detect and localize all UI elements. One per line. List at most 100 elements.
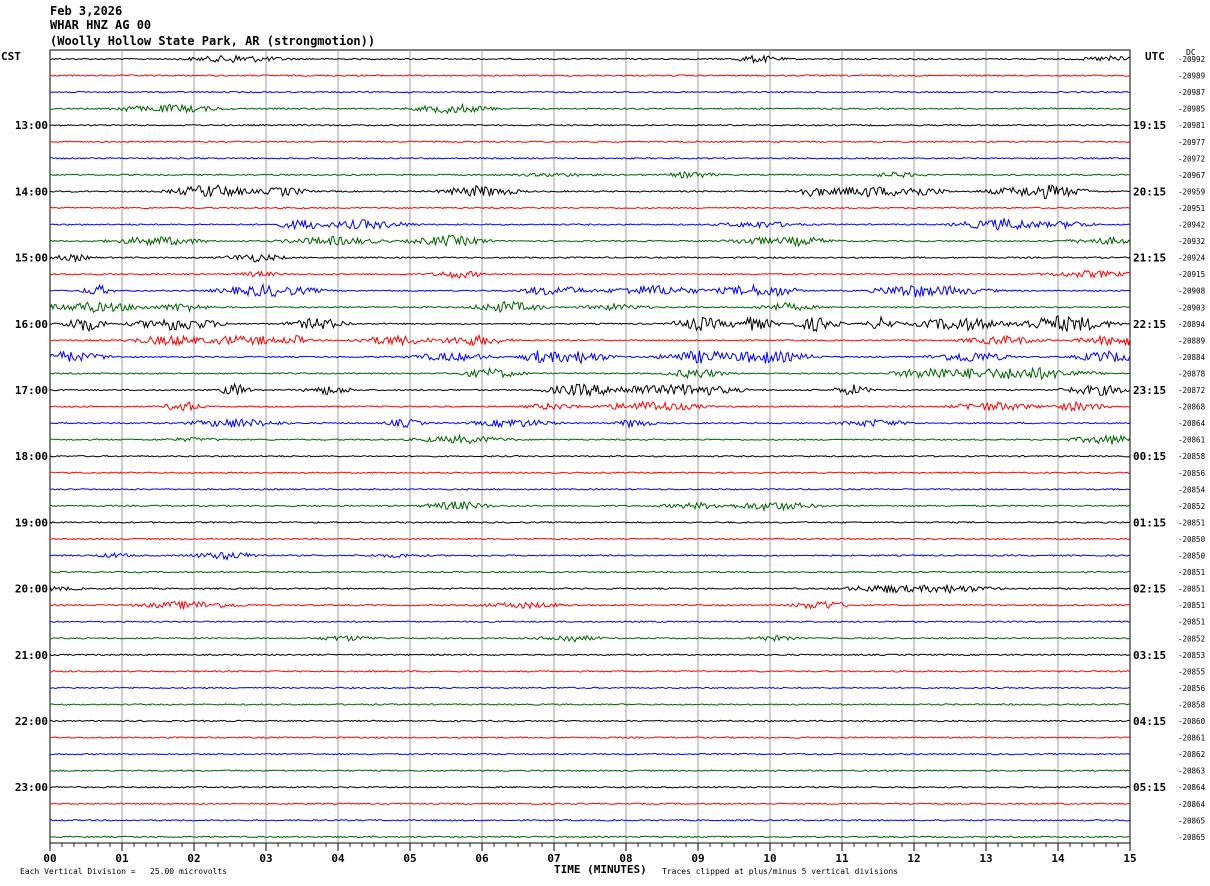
trace-line [49,736,1131,739]
right-timezone-label: UTC [1145,50,1165,63]
x-tick-label: 02 [187,852,200,865]
trace-line [49,269,1131,280]
dc-offset-label: -20985 [1178,105,1205,114]
left-hour-label: 19:00 [15,516,48,529]
trace-line [49,769,1131,772]
trace-line [49,600,1131,610]
dc-offset-label: -20924 [1178,254,1206,263]
dc-label: DC [1186,48,1196,57]
right-hour-label: 02:15 [1133,583,1166,596]
x-tick-label: 13 [979,852,992,865]
trace-line [49,184,1131,199]
trace-line [49,471,1131,475]
header-location: (Woolly Hollow State Park, AR (strongmot… [50,34,376,48]
x-tick-label: 04 [331,852,345,865]
right-hour-label: 20:15 [1133,185,1166,198]
trace-line [49,253,1131,264]
trace-line [49,218,1131,231]
trace-line [49,551,1131,561]
trace-line [49,500,1131,513]
dc-offset-label: -20981 [1178,121,1205,130]
dc-offset-label: -20851 [1178,568,1205,577]
trace-line [49,785,1131,789]
left-hour-label: 22:00 [15,715,48,728]
right-hour-label: 00:15 [1133,450,1166,463]
trace-line [49,487,1131,491]
dc-offset-label: -20987 [1178,88,1205,97]
dc-offset-label: -20863 [1178,767,1205,776]
dc-offset-label: -20977 [1178,138,1205,147]
dc-offset-label: -20932 [1178,237,1205,246]
trace-line [49,314,1131,333]
right-hour-label: 19:15 [1133,119,1166,132]
x-tick-label: 03 [259,852,272,865]
dc-offset-label: -20858 [1178,452,1206,461]
trace-line [49,537,1131,541]
dc-offset-label: -20852 [1178,502,1205,511]
clip-note: Traces clipped at plus/minus 5 vertical … [662,867,899,876]
trace-line [49,90,1131,94]
x-tick-label: 09 [691,852,704,865]
dc-offset-label: -20858 [1178,700,1206,709]
dc-offset-label: -20878 [1178,369,1206,378]
trace-line [49,366,1130,381]
dc-offset-label: -20855 [1178,667,1205,676]
dc-offset-label: -20856 [1178,469,1206,478]
x-tick-label: 05 [403,852,416,865]
trace-line [49,234,1131,248]
x-tick-label: 10 [763,852,776,865]
dc-offset-label: -20908 [1178,287,1206,296]
trace-line [49,333,1131,347]
dc-offset-label: -20852 [1178,634,1205,643]
dc-offset-label: -20868 [1178,403,1206,412]
x-tick-label: 00 [43,852,56,865]
right-hour-label: 21:15 [1133,252,1166,265]
scale-note: Each Vertical Division = 25.00 microvolt… [20,867,228,876]
dc-offset-label: -20967 [1178,171,1205,180]
dc-offset-label: -20951 [1178,204,1205,213]
trace-line [50,123,1131,127]
dc-offset-label: -20862 [1178,750,1205,759]
left-hour-label: 15:00 [15,252,48,265]
trace-line [49,634,1131,643]
dc-offset-label: -20894 [1178,320,1206,329]
x-tick-label: 07 [547,852,560,865]
trace-line [49,454,1131,458]
right-hour-label: 03:15 [1133,649,1166,662]
dc-offset-label: -20850 [1178,535,1206,544]
trace-line [49,102,1130,115]
dc-offset-label: -20915 [1178,270,1205,279]
trace-line [49,74,1131,77]
left-hour-label: 14:00 [15,185,48,198]
trace-line [49,584,1131,595]
dc-offset-label: -20872 [1178,386,1205,395]
dc-offset-label: -20959 [1178,187,1205,196]
dc-offset-label: -20861 [1178,734,1205,743]
dc-offset-label: -20864 [1178,783,1206,792]
left-hour-label: 23:00 [15,781,48,794]
dc-offset-label: -20860 [1178,717,1206,726]
x-tick-label: 14 [1051,852,1065,865]
trace-line [49,350,1131,365]
dc-offset-label: -20854 [1178,485,1206,494]
right-hour-label: 22:15 [1133,318,1166,331]
trace-line [49,156,1131,160]
plot-frame [49,49,1131,844]
trace-line [49,520,1131,524]
trace-line [49,802,1130,806]
trace-line [49,752,1131,756]
trace-line [49,686,1131,690]
left-hour-label: 17:00 [15,384,48,397]
dc-offset-label: -20851 [1178,585,1205,594]
left-hour-label: 20:00 [15,583,48,596]
dc-offset-label: -20972 [1178,154,1205,163]
dc-offset-label: -20992 [1178,55,1205,64]
left-hour-label: 18:00 [15,450,48,463]
dc-offset-label: -20851 [1178,518,1205,527]
right-hour-label: 04:15 [1133,715,1166,728]
x-tick-label: 01 [115,852,129,865]
left-hour-label: 16:00 [15,318,48,331]
dc-offset-label: -20903 [1178,303,1205,312]
trace-line [49,282,1131,298]
trace-line [49,170,1131,179]
